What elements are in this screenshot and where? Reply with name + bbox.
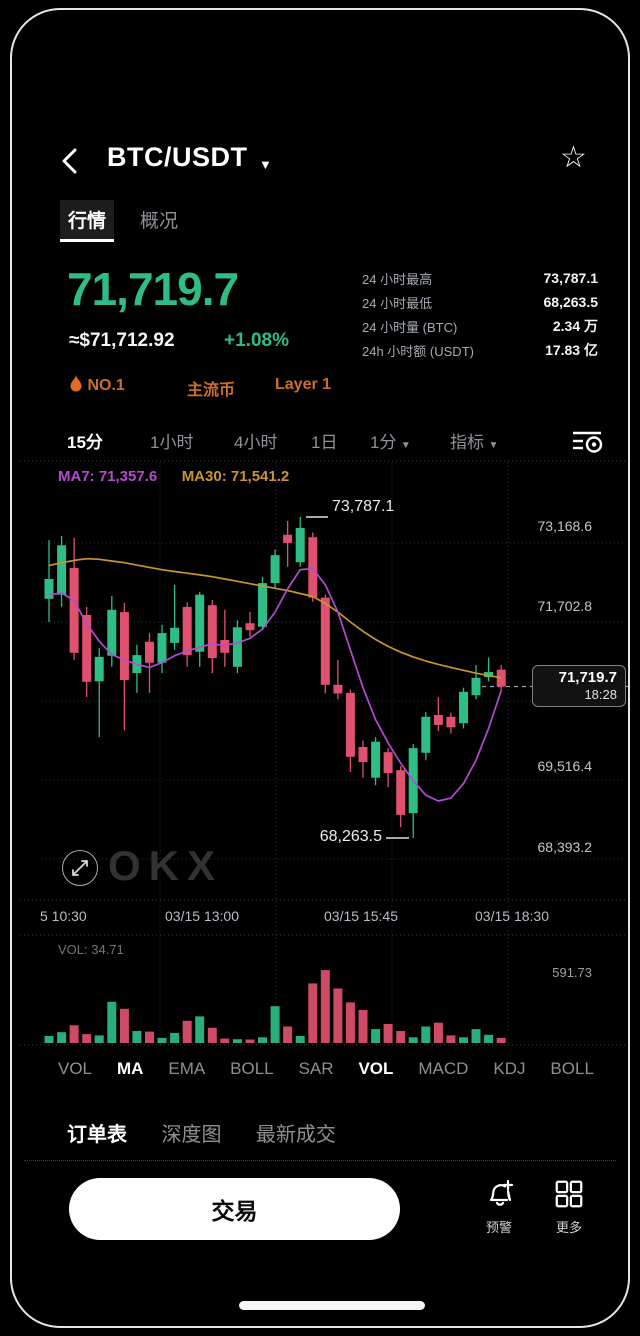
alert-button-label: 预警 xyxy=(485,1220,512,1235)
bell-plus-icon xyxy=(489,1179,514,1206)
y-axis-label: 73,168.6 xyxy=(537,518,593,534)
indicator-settings-icon xyxy=(573,431,603,453)
rank-badge[interactable]: NO.1 xyxy=(69,374,125,395)
back-chevron-icon xyxy=(62,148,77,174)
chevron-down-icon: ▼ xyxy=(400,440,411,451)
okx-watermark: OKX xyxy=(108,842,224,889)
volume-axis-label: 591.73 xyxy=(552,965,592,980)
stat-label: 24h 小时额 (USDT) xyxy=(362,343,474,359)
alert-button[interactable]: 预警 xyxy=(469,1178,529,1236)
indicator-ma[interactable]: MA xyxy=(116,1059,144,1078)
last-price-tag: 71,719.7 18:28 xyxy=(532,665,626,707)
kline-chart[interactable] xyxy=(12,460,630,1050)
chevron-down-icon: ▼ xyxy=(488,440,499,451)
indicator-boll2[interactable]: BOLL xyxy=(550,1059,594,1078)
stat-label: 24 小时最低 xyxy=(362,295,433,311)
grid-more-icon xyxy=(555,1180,583,1208)
last-price: 71,719.7 xyxy=(67,263,239,315)
stat-row-turnover: 24h 小时额 (USDT) 17.83 亿 xyxy=(362,338,598,362)
y-axis-label: 69,516.4 xyxy=(537,758,593,774)
chart-settings-button[interactable] xyxy=(570,427,606,460)
phone-frame: BTC/USDT ▼ ☆ 行情 概况 71,719.7 ≈$71,712.92 … xyxy=(10,8,630,1328)
rank-badge-label: NO.1 xyxy=(87,377,125,394)
x-axis-label: 03/15 13:00 xyxy=(165,908,239,924)
indicator-vol-sub[interactable]: VOL xyxy=(358,1059,394,1078)
stat-row-volume: 24 小时量 (BTC) 2.34 万 xyxy=(362,314,598,338)
indicator-menu[interactable]: 指标 ▼ xyxy=(450,428,498,453)
price-change: +1.08% xyxy=(224,330,289,351)
last-price-tag-time: 18:28 xyxy=(584,687,617,702)
ma30-legend: MA30: 71,541.2 xyxy=(181,468,290,485)
indicator-ema[interactable]: EMA xyxy=(168,1059,206,1078)
detail-tabs: 订单表 深度图 最新成交 xyxy=(67,1118,366,1147)
page-title: BTC/USDT xyxy=(107,142,248,172)
indicator-boll[interactable]: BOLL xyxy=(230,1059,274,1078)
ma7-legend: MA7: 71,357.6 xyxy=(58,468,158,485)
category-badge[interactable]: 主流币 xyxy=(187,382,236,399)
x-axis-label: 03/15 18:30 xyxy=(475,908,549,924)
chart-expand-button[interactable] xyxy=(62,850,98,886)
tab-latest-trades[interactable]: 最新成交 xyxy=(255,1124,336,1146)
more-button[interactable]: 更多 xyxy=(539,1178,599,1236)
indicator-vol-main[interactable]: VOL xyxy=(58,1059,93,1078)
timeframe-custom-label: 1分 xyxy=(370,433,397,452)
back-button[interactable] xyxy=(58,146,82,181)
flame-icon xyxy=(70,374,82,392)
volume-label: VOL: 34.71 xyxy=(58,942,124,957)
stat-value: 17.83 亿 xyxy=(545,342,598,358)
pair-dropdown-icon[interactable]: ▼ xyxy=(259,157,272,172)
indicator-bar: VOL MA EMA BOLL SAR VOL MACD KDJ BOLL xyxy=(58,1052,594,1086)
high-annotation: 73,787.1 xyxy=(332,498,395,515)
more-button-label: 更多 xyxy=(555,1220,582,1235)
layer-badge[interactable]: Layer 1 xyxy=(275,376,332,393)
low-annotation: 68,263.5 xyxy=(319,828,382,845)
stats-panel: 24 小时最高 73,787.1 24 小时最低 68,263.5 24 小时量… xyxy=(362,266,598,362)
stat-row-low: 24 小时最低 68,263.5 xyxy=(362,290,598,314)
x-axis-label: 03/15 15:45 xyxy=(324,908,398,924)
indicator-kdj[interactable]: KDJ xyxy=(493,1059,526,1078)
x-axis-label: 5 10:30 xyxy=(40,908,87,924)
timeframe-1h[interactable]: 1小时 xyxy=(150,433,194,452)
indicator-sar[interactable]: SAR xyxy=(298,1059,334,1078)
stat-label: 24 小时量 (BTC) xyxy=(362,319,458,335)
stat-row-high: 24 小时最高 73,787.1 xyxy=(362,266,598,290)
trade-button[interactable]: 交易 xyxy=(69,1178,400,1240)
indicator-macd[interactable]: MACD xyxy=(418,1059,469,1078)
tab-order-book[interactable]: 订单表 xyxy=(67,1124,127,1146)
stat-value: 73,787.1 xyxy=(543,270,599,286)
tab-overview[interactable]: 概况 xyxy=(140,211,179,232)
timeframe-4h[interactable]: 4小时 xyxy=(234,433,278,452)
tab-depth-chart[interactable]: 深度图 xyxy=(161,1124,222,1146)
ma-legend: MA7: 71,357.6 MA30: 71,541.2 xyxy=(58,468,289,486)
fiat-price: ≈$71,712.92 xyxy=(69,330,175,351)
y-axis-label: 71,702.8 xyxy=(537,598,593,614)
stat-value: 68,263.5 xyxy=(543,294,599,310)
timeframe-custom[interactable]: 1分 ▼ xyxy=(370,428,411,453)
timeframe-15m[interactable]: 15分 xyxy=(67,433,103,452)
timeframe-1d[interactable]: 1日 xyxy=(311,433,338,452)
home-indicator[interactable] xyxy=(239,1301,425,1310)
y-axis-label: 68,393.2 xyxy=(537,839,593,855)
last-price-tag-price: 71,719.7 xyxy=(558,669,617,686)
stat-value: 2.34 万 xyxy=(552,318,598,334)
indicator-menu-label: 指标 xyxy=(450,433,484,452)
stat-label: 24 小时最高 xyxy=(362,271,433,287)
fullscreen-icon xyxy=(72,860,88,876)
divider xyxy=(24,1160,616,1161)
tab-quotes[interactable]: 行情 xyxy=(60,200,115,242)
favorite-star-icon[interactable]: ☆ xyxy=(560,141,587,174)
